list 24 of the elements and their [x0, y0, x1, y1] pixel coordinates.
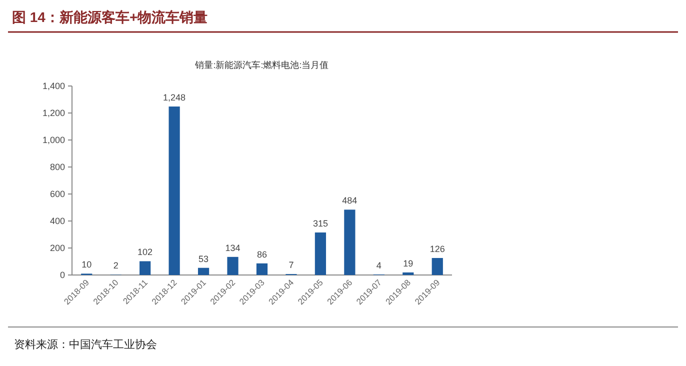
data-label: 484	[342, 196, 358, 206]
data-label: 315	[312, 218, 328, 228]
data-label: 4	[376, 260, 382, 270]
y-tick-label: 200	[50, 243, 65, 253]
text: 资料来源：中国汽车工业协会	[14, 338, 157, 351]
data-label: 102	[138, 247, 153, 258]
data-label: 19	[403, 258, 414, 268]
title: 图 14：新能源客车+物流车销量	[12, 9, 208, 25]
data-label: 86	[256, 249, 268, 260]
data-label: 126	[430, 244, 445, 254]
y-tick-label: 1,400	[42, 81, 65, 91]
y-tick-label: 1,200	[42, 108, 65, 118]
data-label: 1,248	[163, 92, 186, 103]
y-tick-label: 800	[50, 162, 65, 172]
data-label: 134	[225, 242, 240, 253]
data-label: 53	[198, 254, 209, 264]
y-tick-label: 0	[60, 270, 65, 280]
y-tick-label: 600	[50, 189, 65, 199]
y-tick-label: 1,000	[42, 135, 65, 145]
y-tick-label: 400	[50, 216, 65, 226]
data-label: 7	[288, 260, 294, 270]
data-label: 2	[113, 260, 118, 271]
subtitle: 销量:新能源汽车:燃料电池:当月值	[195, 60, 329, 70]
data-label: 10	[82, 260, 92, 270]
